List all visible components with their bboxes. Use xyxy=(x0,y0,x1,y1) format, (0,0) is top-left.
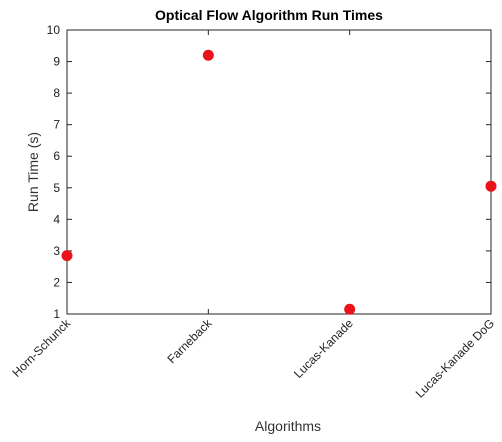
axes-box xyxy=(66,29,492,315)
x-tick-label: Horn-Schunck xyxy=(9,316,73,380)
data-point xyxy=(344,303,356,315)
y-tick-label: 1 xyxy=(53,307,60,321)
chart-title: Optical Flow Algorithm Run Times xyxy=(155,7,383,23)
x-tick-label: Lucas-Kanade DoG xyxy=(413,316,497,400)
y-tick-label: 5 xyxy=(53,181,60,195)
x-tick-label: Farneback xyxy=(164,316,215,367)
data-point xyxy=(202,49,214,61)
data-point xyxy=(61,250,73,262)
x-tick-label: Lucas-Kanade xyxy=(291,316,356,381)
x-axis-label: Algorithms xyxy=(255,418,321,434)
y-tick-label: 2 xyxy=(53,275,60,289)
y-tick-label: 4 xyxy=(53,212,60,226)
y-tick-label: 8 xyxy=(53,86,60,100)
data-point xyxy=(485,180,497,192)
y-tick-label: 3 xyxy=(53,244,60,258)
y-tick-label: 10 xyxy=(47,23,61,37)
y-axis-label: Run Time (s) xyxy=(25,132,41,212)
plot-area: 1 2 3 4 5 6 7 8 9 10 Horn-Schunck Farneback Lucas-Ka… xyxy=(9,23,497,401)
y-tick-label: 6 xyxy=(53,149,60,163)
y-tick-label: 7 xyxy=(53,118,60,132)
y-tick-label: 9 xyxy=(53,55,60,69)
